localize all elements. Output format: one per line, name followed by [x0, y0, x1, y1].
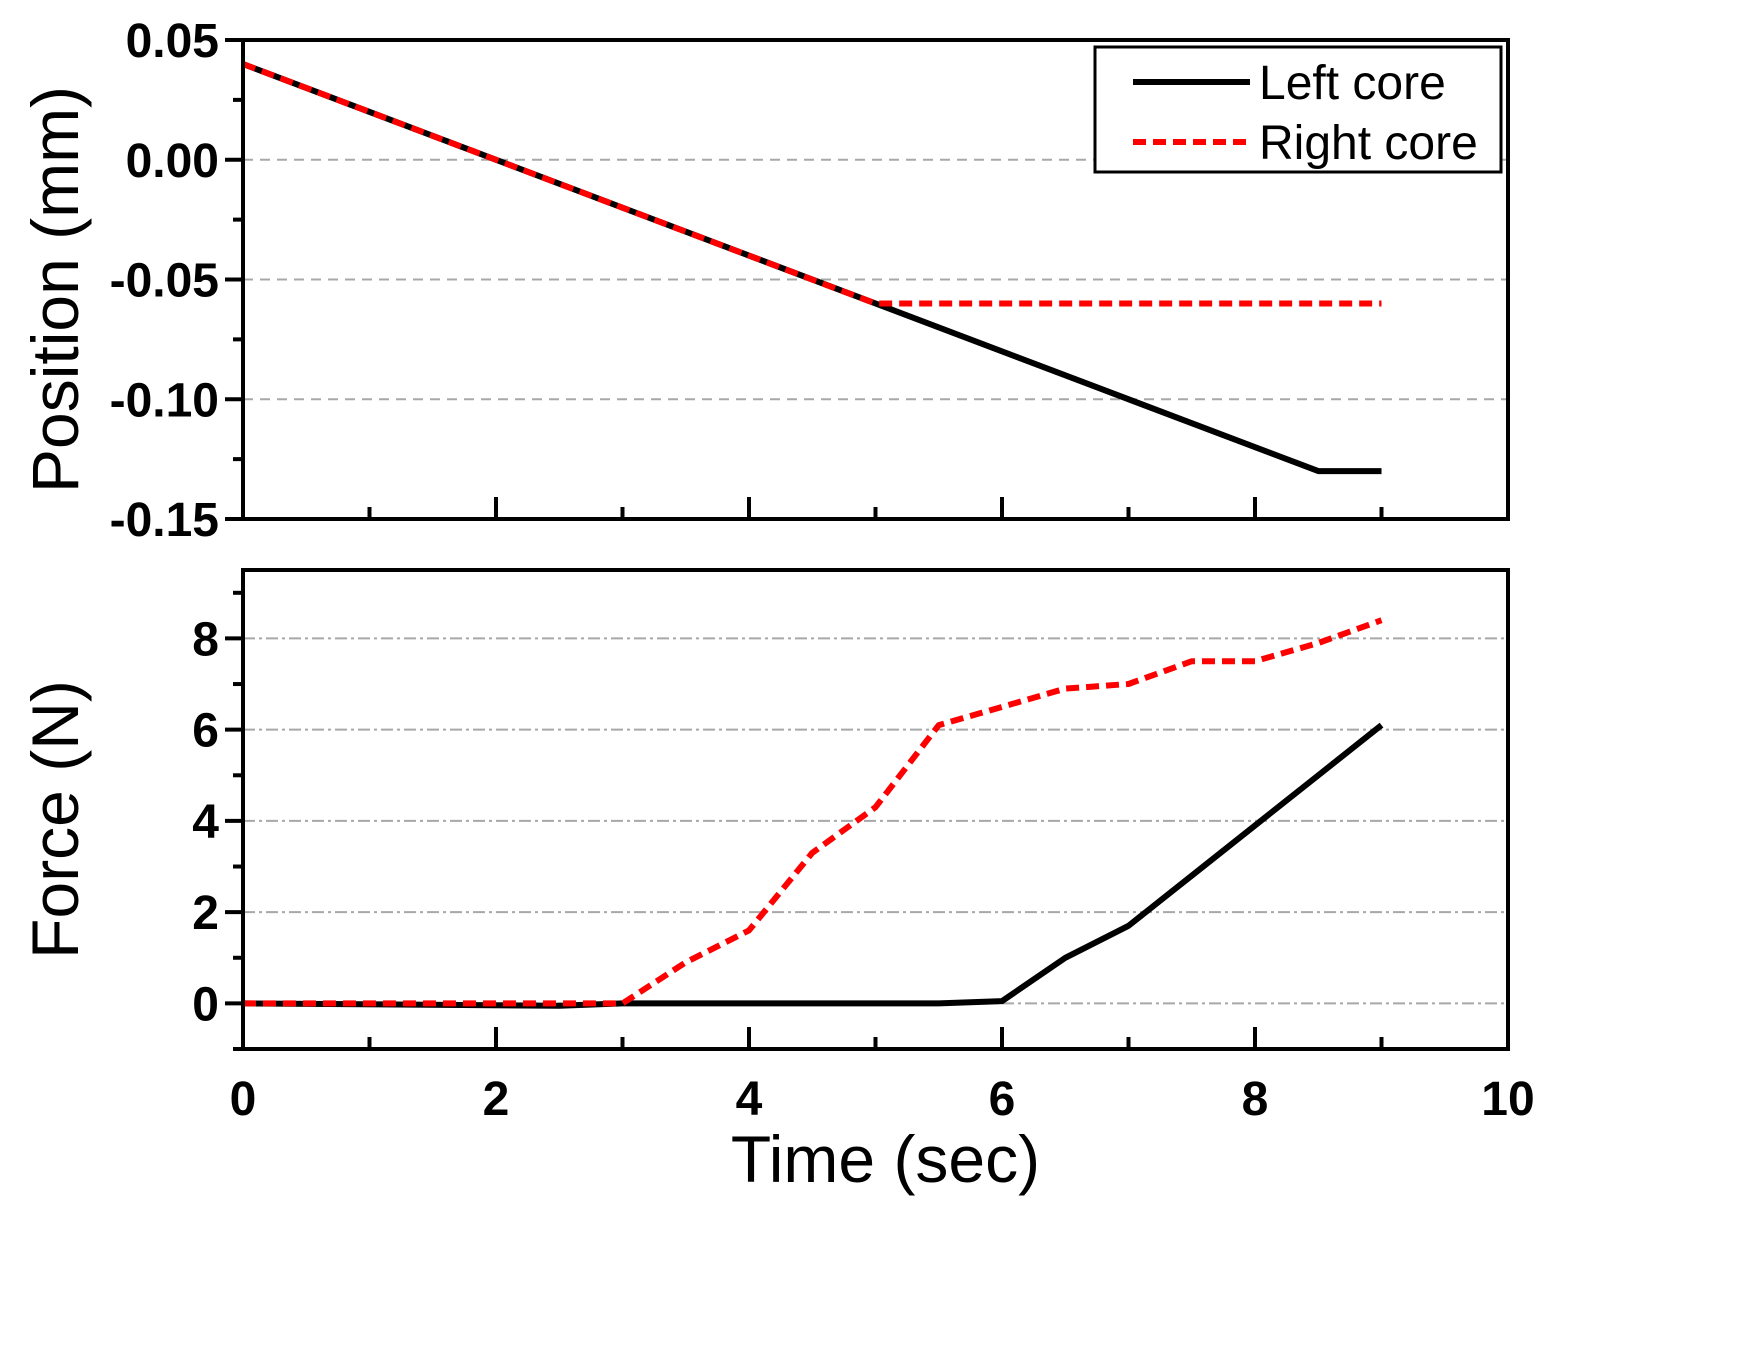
time-x-tick-labels: 0 2 4 6 8 10	[230, 1073, 1535, 1126]
time-x-tick-label: 8	[1242, 1073, 1269, 1126]
time-x-tick-label: 6	[989, 1073, 1016, 1126]
position-y-axis-title: Position (mm)	[18, 86, 92, 493]
time-x-tick-label: 0	[230, 1073, 257, 1126]
force-series-left-core	[242, 722, 1384, 1009]
legend-box	[1093, 45, 1503, 174]
force-series-right-core	[243, 617, 1383, 1007]
position-series	[241, 61, 1382, 475]
position-y-tick-label: -0.05	[110, 255, 219, 308]
force-series	[242, 617, 1384, 1009]
force-panel: 0 2 4 6 8 0 2 4 6 8 10 Force (N) Time (sec)	[18, 568, 1535, 1196]
time-x-tick-label: 10	[1481, 1073, 1534, 1126]
legend-label-left-core: Left core	[1259, 57, 1446, 110]
time-x-tick-label: 4	[736, 1073, 763, 1126]
force-y-axis-title: Force (N)	[18, 680, 92, 959]
position-panel: -0.15 -0.10 -0.05 0.00 0.05 Position (mm) Le…	[18, 15, 1510, 547]
force-y-tick-label: 0	[192, 978, 219, 1031]
position-y-tick-label: -0.10	[110, 374, 219, 427]
force-y-tick-labels: 0 2 4 6 8	[192, 613, 219, 1031]
legend-label-right-core: Right core	[1259, 117, 1478, 170]
force-y-tick-label: 4	[192, 796, 219, 849]
position-y-tick-labels: -0.15 -0.10 -0.05 0.00 0.05	[110, 15, 219, 547]
force-y-tick-label: 6	[192, 705, 219, 758]
force-y-tick-label: 2	[192, 887, 219, 940]
position-y-tick-label: 0.00	[126, 135, 219, 188]
time-x-axis-title: Time (sec)	[731, 1122, 1040, 1196]
force-y-tick-label: 8	[192, 613, 219, 666]
position-series-right-core	[241, 61, 1382, 307]
position-ticks	[225, 38, 1510, 521]
position-y-tick-label: 0.05	[126, 15, 219, 68]
time-x-tick-label: 2	[483, 1073, 510, 1126]
position-y-tick-label: -0.15	[110, 494, 219, 547]
legend: Left core Right core	[1093, 45, 1503, 174]
force-ticks	[225, 590, 1510, 1051]
